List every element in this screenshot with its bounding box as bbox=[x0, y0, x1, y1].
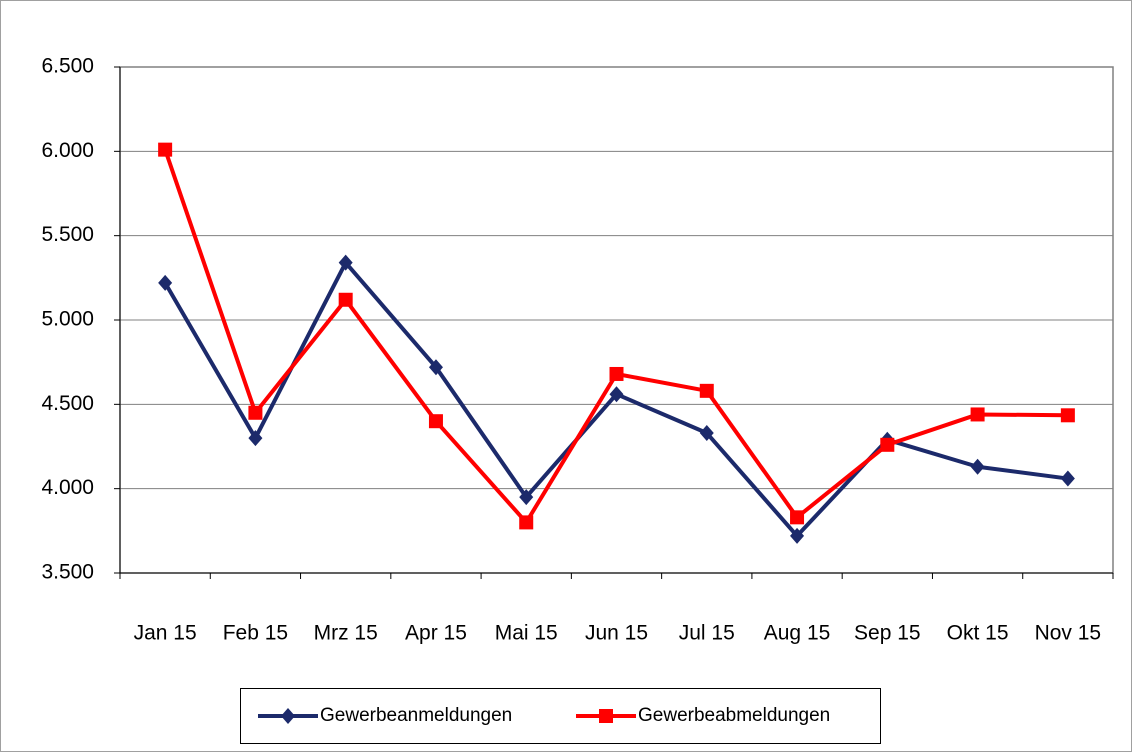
legend-box bbox=[240, 688, 881, 744]
data-point bbox=[428, 414, 443, 429]
data-point bbox=[1060, 408, 1075, 423]
data-point bbox=[519, 515, 534, 530]
y-tick-label: 3.500 bbox=[41, 561, 94, 584]
data-point bbox=[699, 383, 714, 398]
x-tick-label: Aug 15 bbox=[764, 622, 831, 645]
x-tick-label: Mai 15 bbox=[495, 622, 558, 645]
data-point bbox=[248, 405, 263, 420]
y-tick-label: 5.500 bbox=[41, 223, 94, 246]
legend-label: Gewerbeabmeldungen bbox=[638, 705, 830, 726]
data-point bbox=[609, 366, 624, 381]
data-point bbox=[248, 430, 263, 447]
data-point bbox=[1060, 470, 1075, 487]
series bbox=[158, 254, 1075, 544]
data-point bbox=[158, 142, 173, 157]
x-tick-label: Feb 15 bbox=[223, 622, 288, 645]
y-tick-label: 5.000 bbox=[41, 308, 94, 331]
x-tick-label: Jul 15 bbox=[679, 622, 735, 645]
x-tick-label: Okt 15 bbox=[947, 622, 1009, 645]
x-tick-label: Apr 15 bbox=[405, 622, 467, 645]
data-point bbox=[519, 489, 534, 506]
y-tick-label: 6.500 bbox=[41, 55, 94, 78]
data-point bbox=[880, 437, 895, 452]
x-tick-label: Nov 15 bbox=[1035, 622, 1102, 645]
legend: Gewerbeanmeldungen Gewerbeabmeldungen bbox=[240, 688, 881, 744]
data-point bbox=[158, 274, 173, 291]
data-point bbox=[970, 407, 985, 422]
x-tick-label: Jun 15 bbox=[585, 622, 648, 645]
data-point bbox=[609, 386, 624, 403]
data-point bbox=[699, 425, 714, 442]
y-tick-label: 4.500 bbox=[41, 392, 94, 415]
legend-marker bbox=[281, 708, 295, 724]
data-point bbox=[338, 292, 353, 307]
data-point bbox=[338, 254, 353, 271]
x-tick-label: Sep 15 bbox=[854, 622, 921, 645]
x-tick-label: Mrz 15 bbox=[314, 622, 378, 645]
legend-marker bbox=[599, 709, 613, 723]
data-point bbox=[790, 510, 805, 525]
data-point bbox=[790, 527, 805, 544]
y-tick-label: 6.000 bbox=[41, 139, 94, 162]
data-point bbox=[970, 458, 985, 475]
y-tick-label: 4.000 bbox=[41, 476, 94, 499]
data-point bbox=[428, 359, 443, 376]
series bbox=[158, 142, 1075, 530]
legend-label: Gewerbeanmeldungen bbox=[320, 705, 512, 726]
x-tick-label: Jan 15 bbox=[134, 622, 197, 645]
